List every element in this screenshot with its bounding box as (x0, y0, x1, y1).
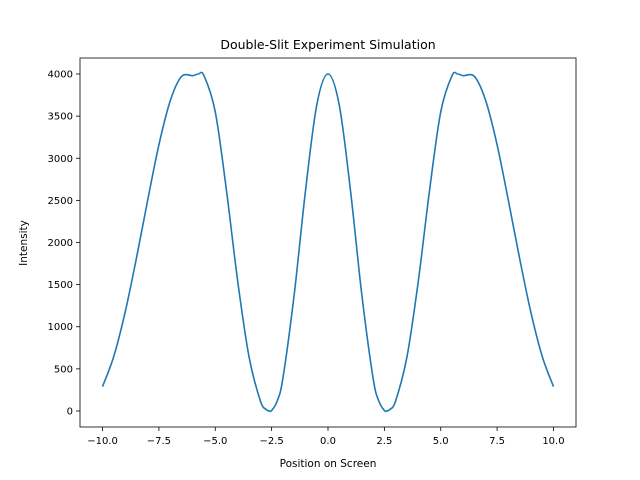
chart-title: Double-Slit Experiment Simulation (220, 37, 435, 52)
y-axis-label: Intensity (18, 220, 30, 266)
y-tick-label: 3500 (48, 112, 73, 123)
plot-area (101, 71, 555, 413)
y-tick-label: 1000 (48, 322, 73, 333)
y-tick-label: 0 (67, 406, 73, 417)
y-tick-label: 500 (54, 364, 73, 375)
y-axis: 0 500 1000 1500 2000 2500 3000 3500 4000 (48, 70, 80, 417)
x-axis-label: Position on Screen (280, 458, 377, 470)
x-tick-label: −7.5 (147, 436, 171, 447)
x-tick-label: −10.0 (87, 436, 118, 447)
y-tick-label: 4000 (48, 70, 73, 81)
x-tick-label: −5.0 (203, 436, 227, 447)
y-tick-label: 3000 (48, 154, 73, 165)
y-tick-label: 1500 (48, 280, 73, 291)
x-tick-label: 10.0 (542, 436, 564, 447)
x-tick-label: −2.5 (259, 436, 283, 447)
y-tick-label: 2000 (48, 238, 73, 249)
x-tick-label: 2.5 (376, 436, 392, 447)
x-tick-label: 5.0 (433, 436, 449, 447)
x-tick-label: 0.0 (320, 436, 336, 447)
x-tick-label: 7.5 (489, 436, 505, 447)
x-axis: −10.0 −7.5 −5.0 −2.5 0.0 2.5 5.0 7.5 10.0 (87, 427, 565, 447)
y-tick-label: 2500 (48, 196, 73, 207)
intensity-line (101, 71, 555, 413)
